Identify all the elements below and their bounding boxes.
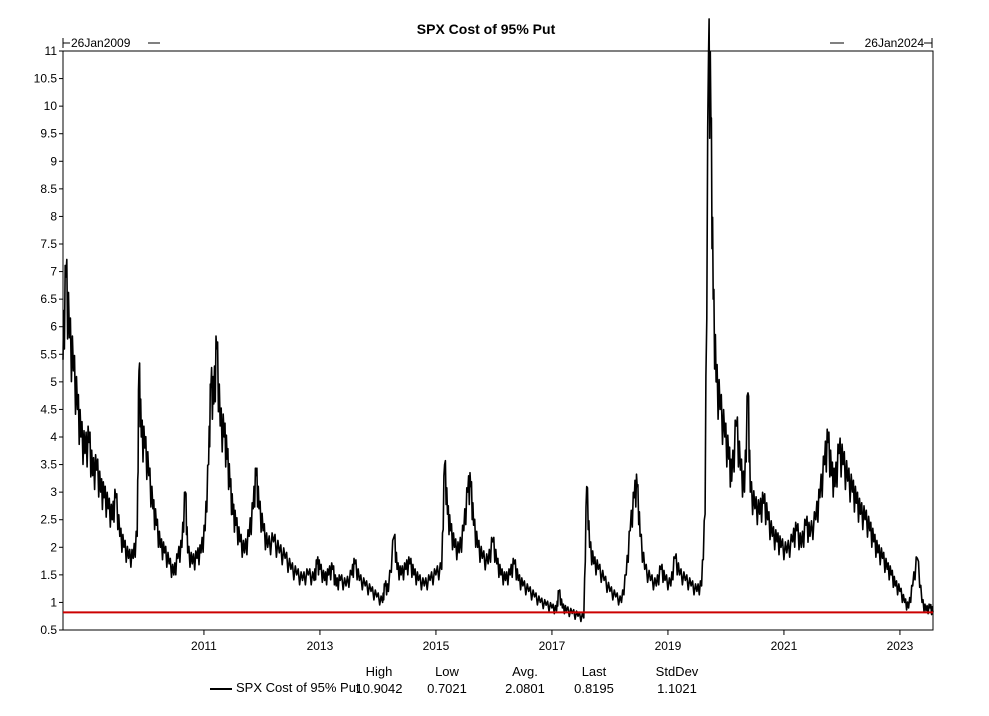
y-tick-label: 9 <box>50 154 57 168</box>
y-tick-label: 2 <box>50 540 57 554</box>
x-tick-label: 2019 <box>655 639 682 653</box>
x-axis: 2011 2013 2015 2017 2019 2021 2023 <box>191 630 914 653</box>
y-tick-label: 9.5 <box>40 127 57 141</box>
x-tick-label: 2013 <box>307 639 334 653</box>
y-tick-label: 10.5 <box>34 72 58 86</box>
series-layer <box>62 18 934 623</box>
y-tick-label: 3.5 <box>40 458 57 472</box>
y-tick-label: 6 <box>50 320 57 334</box>
plot-area <box>62 50 934 631</box>
y-axis: 0.5 1 1.5 2 2.5 3 3.5 4 4.5 5 5.5 6 6.5 7 7.5 8 8.5 9 9.5 1… <box>34 44 63 637</box>
stat-value: 2.0801 <box>505 681 545 696</box>
stat-value: 0.7021 <box>427 681 467 696</box>
stat-value: 10.9042 <box>355 681 403 696</box>
stat-header: StdDev <box>655 664 699 679</box>
y-tick-label: 2.5 <box>40 513 57 527</box>
y-tick-label: 8 <box>50 209 57 223</box>
y-tick-label: 5 <box>50 375 57 389</box>
y-tick-label: 7.5 <box>40 237 57 251</box>
series-line <box>62 18 934 623</box>
y-tick-label: 4.5 <box>40 402 57 416</box>
stat-header: Last <box>581 664 607 679</box>
range-start-marker: 26Jan2009 <box>62 36 160 50</box>
range-start-label: 26Jan2009 <box>71 36 131 50</box>
x-tick-label: 2011 <box>191 639 217 653</box>
y-tick-label: 1 <box>50 595 57 609</box>
y-tick-label: 6.5 <box>40 292 57 306</box>
range-end-label: 26Jan2024 <box>865 36 925 50</box>
stat-header: Low <box>435 664 459 679</box>
y-tick-label: 5.5 <box>40 347 57 361</box>
x-tick-label: 2015 <box>423 639 450 653</box>
stat-header: High <box>365 664 393 679</box>
y-tick-label: 0.5 <box>40 623 57 637</box>
range-end-marker: 26Jan2024 <box>830 36 933 50</box>
legend-swatch <box>210 688 232 690</box>
y-tick-label: 3 <box>50 485 57 499</box>
y-tick-label: 11 <box>45 44 58 58</box>
stat-value: 0.8195 <box>574 681 614 696</box>
y-tick-label: 8.5 <box>40 182 57 196</box>
y-tick-label: 10 <box>44 99 58 113</box>
legend-label: SPX Cost of 95% Put <box>236 680 360 695</box>
y-tick-label: 1.5 <box>40 568 57 582</box>
x-tick-label: 2017 <box>539 639 566 653</box>
stat-header: Avg. <box>512 664 538 679</box>
y-tick-label: 4 <box>50 430 57 444</box>
stat-value: 1.1021 <box>657 681 697 696</box>
y-tick-label: 7 <box>50 265 57 279</box>
x-tick-label: 2023 <box>887 639 914 653</box>
chart-title: SPX Cost of 95% Put <box>417 21 556 37</box>
x-tick-label: 2021 <box>771 639 798 653</box>
